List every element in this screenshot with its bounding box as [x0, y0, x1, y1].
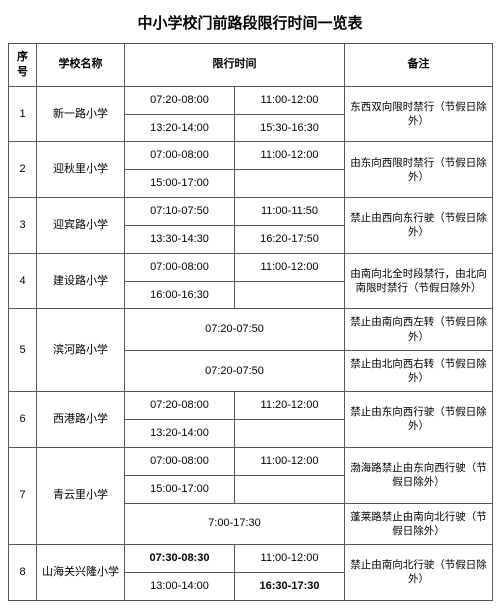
name-cell: 迎秋里小学 — [37, 142, 125, 198]
header-time: 限行时间 — [125, 44, 345, 87]
header-note: 备注 — [345, 44, 493, 87]
table-row: 4 建设路小学 07:00-08:00 11:00-12:00 由南向北全时段禁… — [9, 253, 493, 281]
header-row: 序号 学校名称 限行时间 备注 — [9, 44, 493, 87]
time-cell: 11:00-12:00 — [235, 447, 345, 475]
time-cell: 15:00-17:00 — [125, 475, 235, 503]
table-row: 2 迎秋里小学 07:00-08:00 11:00-12:00 由东向西限时禁行… — [9, 142, 493, 170]
header-name: 学校名称 — [37, 44, 125, 87]
time-cell — [235, 281, 345, 309]
table-row: 6 西港路小学 07:20-08:00 11:20-12:00 禁止由东向西行驶… — [9, 392, 493, 420]
idx-cell: 3 — [9, 198, 37, 254]
time-cell: 11:00-12:00 — [235, 544, 345, 572]
time-cell — [235, 170, 345, 198]
time-cell: 07:00-08:00 — [125, 142, 235, 170]
time-cell: 07:10-07:50 — [125, 198, 235, 226]
name-cell: 山海关兴隆小学 — [37, 544, 125, 600]
note-cell: 由东向西限时禁行（节假日除外） — [345, 142, 493, 198]
idx-cell: 6 — [9, 392, 37, 448]
note-cell: 由南向北全时段禁行，由北向南限时禁行（节假日除外） — [345, 253, 493, 309]
time-cell: 07:20-08:00 — [125, 392, 235, 420]
idx-cell: 2 — [9, 142, 37, 198]
time-cell: 13:20-14:00 — [125, 419, 235, 447]
note-cell: 东西双向限时禁行（节假日除外） — [345, 86, 493, 142]
name-cell: 青云里小学 — [37, 447, 125, 544]
time-cell: 16:20-17:50 — [235, 225, 345, 253]
table-row: 8 山海关兴隆小学 07:30-08:30 11:00-12:00 禁止由南向北… — [9, 544, 493, 572]
page-title: 中小学校门前路段限行时间一览表 — [8, 12, 492, 33]
time-cell: 11:00-12:00 — [235, 86, 345, 114]
name-cell: 西港路小学 — [37, 392, 125, 448]
time-cell: 16:30-17:30 — [235, 572, 345, 600]
time-cell: 07:00-08:00 — [125, 253, 235, 281]
time-cell: 13:20-14:00 — [125, 114, 235, 142]
note-cell: 渤海路禁止由东向西行驶（节假日除外） — [345, 447, 493, 503]
name-cell: 建设路小学 — [37, 253, 125, 309]
time-cell: 07:00-08:00 — [125, 447, 235, 475]
time-cell: 07:30-08:30 — [125, 544, 235, 572]
table-row: 3 迎宾路小学 07:10-07:50 11:00-11:50 禁止由西向东行驶… — [9, 198, 493, 226]
time-cell: 15:00-17:00 — [125, 170, 235, 198]
note-cell: 禁止由南向北行驶（节假日除外） — [345, 544, 493, 600]
time-cell — [235, 419, 345, 447]
time-cell: 11:00-12:00 — [235, 142, 345, 170]
time-cell: 15:30-16:30 — [235, 114, 345, 142]
name-cell: 新一路小学 — [37, 86, 125, 142]
idx-cell: 1 — [9, 86, 37, 142]
idx-cell: 7 — [9, 447, 37, 544]
table-row: 7 青云里小学 07:00-08:00 11:00-12:00 渤海路禁止由东向… — [9, 447, 493, 475]
time-cell — [235, 475, 345, 503]
time-cell: 11:20-12:00 — [235, 392, 345, 420]
time-cell: 13:30-14:30 — [125, 225, 235, 253]
idx-cell: 8 — [9, 544, 37, 600]
table-row: 5 滨河路小学 07:20-07:50 禁止由南向西左转（节假日除外） — [9, 309, 493, 350]
name-cell: 滨河路小学 — [37, 309, 125, 392]
idx-cell: 4 — [9, 253, 37, 309]
time-cell: 13:00-14:00 — [125, 572, 235, 600]
table-row: 1 新一路小学 07:20-08:00 11:00-12:00 东西双向限时禁行… — [9, 86, 493, 114]
note-cell: 禁止由东向西行驶（节假日除外） — [345, 392, 493, 448]
note-cell: 蓬莱路禁止由南向北行驶（节假日除外） — [345, 503, 493, 544]
time-cell: 07:20-07:50 — [125, 309, 345, 350]
time-cell: 07:20-07:50 — [125, 350, 345, 391]
note-cell: 禁止由西向东行驶（节假日除外） — [345, 198, 493, 254]
time-cell: 7:00-17:30 — [125, 503, 345, 544]
restriction-table: 序号 学校名称 限行时间 备注 1 新一路小学 07:20-08:00 11:0… — [8, 43, 493, 601]
idx-cell: 5 — [9, 309, 37, 392]
time-cell: 11:00-12:00 — [235, 253, 345, 281]
time-cell: 11:00-11:50 — [235, 198, 345, 226]
time-cell: 07:20-08:00 — [125, 86, 235, 114]
name-cell: 迎宾路小学 — [37, 198, 125, 254]
header-idx: 序号 — [9, 44, 37, 87]
note-cell: 禁止由南向西左转（节假日除外） — [345, 309, 493, 350]
note-cell: 禁止由北向西右转（节假日除外） — [345, 350, 493, 391]
time-cell: 16:00-16:30 — [125, 281, 235, 309]
